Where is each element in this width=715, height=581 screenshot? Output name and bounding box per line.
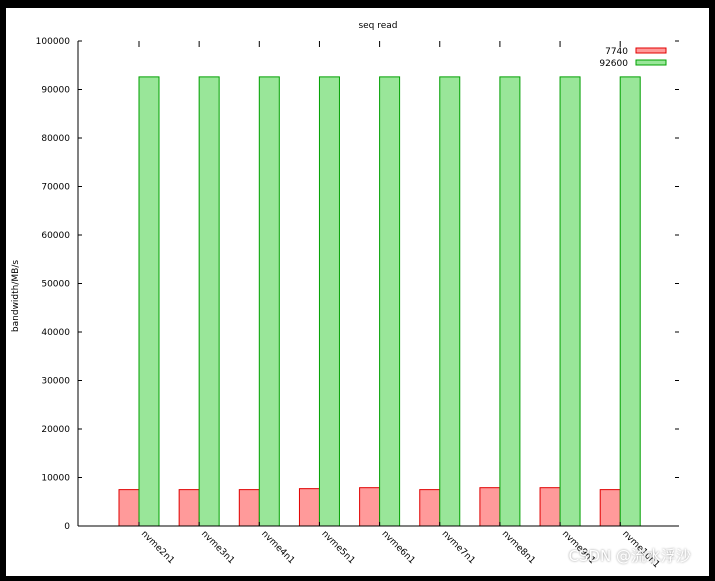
- y-tick-label-3: 30000: [41, 377, 70, 387]
- bar-s1-nvme3n1: [178, 489, 200, 527]
- bar-s2-nvme2n1: [138, 76, 160, 527]
- x-tick-label-5: nvme7n1: [440, 529, 477, 566]
- y-tick-label-5: 50000: [41, 280, 70, 290]
- legend-swatch-1: [635, 47, 667, 54]
- chart-title: seq read: [358, 21, 397, 31]
- bar-chart: seq read bandwidth/MB/s 0 10000 20000 30000…: [11, 21, 679, 570]
- axes-layer: [77, 41, 679, 527]
- y-tick-label-9: 90000: [41, 86, 70, 96]
- y-tick-label-6: 60000: [41, 231, 70, 241]
- y-axis-label: bandwidth/MB/s: [11, 260, 21, 332]
- y-tick-label-1: 10000: [41, 474, 70, 484]
- legend-label-1: 7740: [605, 47, 628, 57]
- bar-s1-nvme10n1: [599, 489, 621, 527]
- y-tick-label-8: 80000: [41, 134, 70, 144]
- bar-s2-nvme4n1: [258, 76, 280, 527]
- bar-s2-nvme3n1: [198, 76, 220, 527]
- legend-swatch-2: [635, 59, 667, 66]
- x-tick-label-3: nvme5n1: [319, 529, 356, 566]
- chart-frame: seq read bandwidth/MB/s 0 10000 20000 30000…: [6, 8, 709, 576]
- x-tick-label-0: nvme2n1: [139, 529, 176, 566]
- bar-s2-nvme9n1: [559, 76, 581, 527]
- legend-label-2: 92600: [599, 59, 628, 69]
- bar-s1-nvme9n1: [539, 487, 561, 527]
- x-tick-label-6: nvme8n1: [500, 529, 537, 566]
- bar-s1-nvme6n1: [359, 487, 381, 527]
- watermark-text: CSDN @流水浮沙: [568, 547, 691, 565]
- x-tick-label-4: nvme6n1: [379, 529, 416, 566]
- y-tick-label-0: 0: [64, 522, 70, 532]
- bar-s1-nvme8n1: [479, 487, 501, 527]
- bar-s2-nvme8n1: [499, 76, 521, 527]
- bar-s2-nvme10n1: [619, 76, 641, 527]
- legend: 7740 92600: [599, 47, 667, 69]
- y-tick-label-2: 20000: [41, 425, 70, 435]
- bar-s1-nvme2n1: [118, 489, 140, 527]
- bar-s2-nvme6n1: [379, 76, 401, 527]
- x-tick-label-2: nvme4n1: [259, 529, 296, 566]
- bars-layer: [118, 76, 641, 527]
- y-tick-label-10: 100000: [36, 37, 71, 47]
- y-tick-label-4: 40000: [41, 328, 70, 338]
- bar-s2-nvme5n1: [318, 76, 340, 527]
- bar-s1-nvme4n1: [238, 489, 260, 527]
- y-tick-label-7: 70000: [41, 183, 70, 193]
- bar-s2-nvme7n1: [439, 76, 461, 527]
- bar-s1-nvme7n1: [419, 489, 441, 527]
- bar-s1-nvme5n1: [298, 488, 320, 527]
- x-tick-label-1: nvme3n1: [199, 529, 236, 566]
